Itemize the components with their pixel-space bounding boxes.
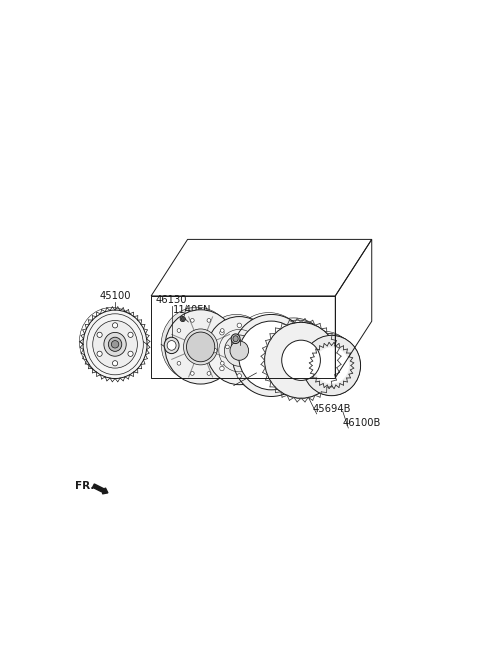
- Ellipse shape: [230, 341, 249, 360]
- Text: FR.: FR.: [75, 481, 94, 491]
- Ellipse shape: [93, 321, 137, 368]
- Ellipse shape: [191, 319, 194, 322]
- Ellipse shape: [254, 366, 259, 371]
- Ellipse shape: [165, 310, 236, 384]
- Ellipse shape: [172, 345, 176, 349]
- FancyArrow shape: [93, 484, 108, 494]
- Ellipse shape: [226, 345, 229, 349]
- Ellipse shape: [282, 340, 321, 380]
- Ellipse shape: [220, 329, 224, 333]
- Ellipse shape: [237, 323, 241, 327]
- Ellipse shape: [128, 351, 133, 356]
- Text: 45611A: 45611A: [229, 376, 268, 386]
- Ellipse shape: [112, 323, 118, 328]
- Text: 46130: 46130: [156, 295, 187, 305]
- Ellipse shape: [239, 321, 304, 390]
- Ellipse shape: [207, 319, 211, 322]
- Ellipse shape: [104, 333, 126, 356]
- Ellipse shape: [207, 371, 211, 375]
- Ellipse shape: [167, 340, 176, 350]
- Ellipse shape: [206, 317, 272, 384]
- Ellipse shape: [225, 335, 254, 366]
- Ellipse shape: [177, 361, 181, 365]
- Ellipse shape: [186, 332, 215, 361]
- Ellipse shape: [213, 348, 217, 353]
- Ellipse shape: [183, 329, 218, 365]
- Ellipse shape: [220, 361, 224, 365]
- Ellipse shape: [302, 335, 360, 396]
- Ellipse shape: [164, 337, 179, 354]
- Ellipse shape: [231, 334, 240, 344]
- Ellipse shape: [108, 337, 122, 352]
- Text: 45100: 45100: [99, 291, 131, 300]
- Ellipse shape: [254, 331, 259, 335]
- Ellipse shape: [161, 307, 233, 381]
- Ellipse shape: [112, 361, 118, 366]
- Text: 1140FN: 1140FN: [173, 305, 211, 316]
- Ellipse shape: [302, 335, 360, 396]
- Ellipse shape: [262, 348, 266, 353]
- Ellipse shape: [232, 314, 311, 396]
- Ellipse shape: [237, 374, 241, 378]
- Ellipse shape: [128, 332, 133, 337]
- Ellipse shape: [204, 314, 269, 382]
- Ellipse shape: [220, 331, 224, 335]
- Text: 46100B: 46100B: [343, 418, 381, 428]
- Ellipse shape: [177, 329, 181, 333]
- Ellipse shape: [220, 366, 224, 371]
- Ellipse shape: [97, 351, 102, 356]
- Ellipse shape: [181, 318, 184, 321]
- Ellipse shape: [233, 336, 238, 342]
- Text: 45694B: 45694B: [313, 404, 351, 414]
- Ellipse shape: [83, 310, 147, 379]
- Ellipse shape: [97, 332, 102, 337]
- Ellipse shape: [191, 371, 194, 375]
- Ellipse shape: [180, 316, 185, 321]
- Ellipse shape: [111, 340, 119, 348]
- Ellipse shape: [264, 322, 337, 398]
- Ellipse shape: [314, 347, 349, 384]
- Ellipse shape: [264, 322, 337, 398]
